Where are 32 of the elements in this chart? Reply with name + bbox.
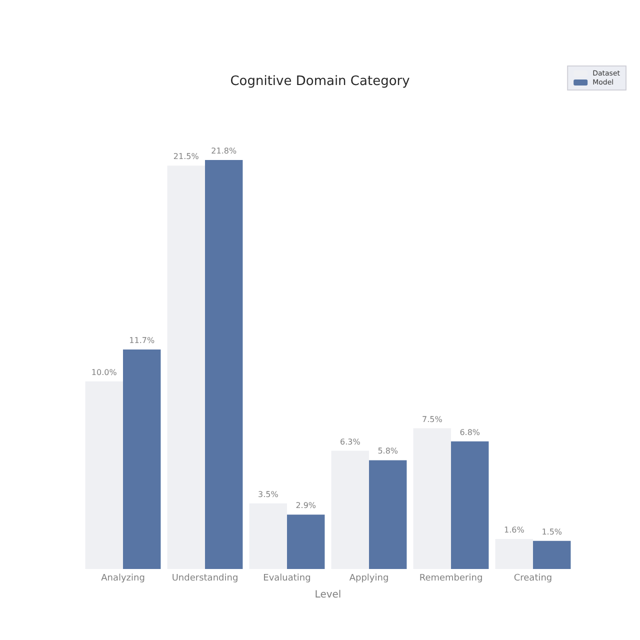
data-label: 7.5% <box>422 414 443 424</box>
x-tick-label: Applying <box>349 574 389 584</box>
bar <box>205 160 243 569</box>
chart-title: Cognitive Domain Category <box>230 74 410 89</box>
data-label: 21.5% <box>173 152 200 162</box>
data-label: 1.5% <box>542 527 562 536</box>
data-label: 5.8% <box>378 446 398 456</box>
x-tick-label: Creating <box>514 574 552 584</box>
x-tick-label: Evaluating <box>263 574 311 584</box>
data-label: 21.8% <box>211 146 237 156</box>
x-tick-label: Understanding <box>172 574 238 584</box>
bar <box>369 460 407 569</box>
bar <box>287 514 325 569</box>
bar <box>413 428 451 569</box>
data-label: 2.9% <box>296 501 316 510</box>
bar <box>533 540 571 569</box>
data-label: 10.0% <box>91 368 118 377</box>
data-label: 3.5% <box>258 490 279 499</box>
bar <box>123 350 161 569</box>
x-axis-title: Level <box>314 590 342 600</box>
bar <box>451 441 489 569</box>
bar <box>495 538 533 569</box>
data-label: 6.8% <box>460 428 480 437</box>
x-tick-label: Analyzing <box>101 574 145 584</box>
bar <box>249 503 287 569</box>
data-label: 1.6% <box>504 525 525 534</box>
data-label: 6.3% <box>340 437 361 446</box>
data-label: 11.7% <box>129 336 155 346</box>
bar <box>85 381 123 569</box>
bar <box>331 450 369 569</box>
x-tick-label: Remembering <box>419 574 483 584</box>
bar <box>167 166 205 569</box>
